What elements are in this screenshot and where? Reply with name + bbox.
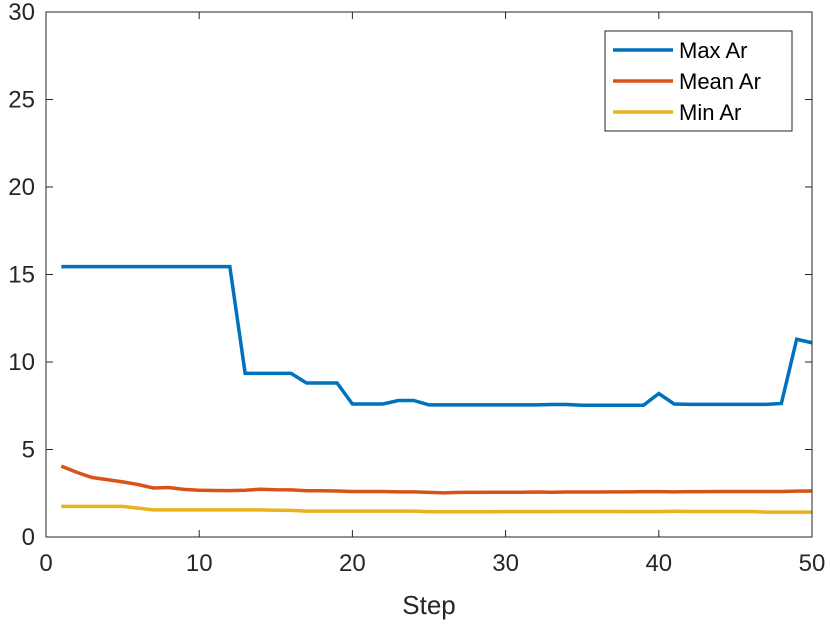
series-line-1 [61, 264, 813, 407]
legend: Max Ar Mean Ar Min Ar [604, 30, 793, 132]
y-tick-label: 0 [22, 524, 35, 551]
tick-labels: 0 10 20 30 40 50 0 5 10 15 20 25 30 [8, 0, 825, 577]
x-tick-label: 0 [39, 550, 52, 577]
y-tick-label: 20 [8, 174, 35, 201]
x-tick-label: 40 [645, 550, 672, 577]
y-tick-label: 15 [8, 262, 35, 289]
series-line-3 [61, 504, 812, 514]
axes [45, 11, 813, 538]
series-layer [60, 264, 813, 514]
x-axis-title: Step [402, 590, 456, 620]
y-tick-label: 5 [22, 437, 35, 464]
series-line-2 [60, 464, 813, 495]
x-tick-label: 50 [799, 550, 826, 577]
x-tick-label: 20 [339, 550, 366, 577]
y-tick-label: 30 [8, 0, 35, 26]
legend-label: Min Ar [679, 100, 741, 125]
x-tick-label: 30 [492, 550, 519, 577]
legend-label: Max Ar [679, 38, 747, 63]
y-tick-label: 10 [8, 349, 35, 376]
legend-label: Mean Ar [679, 69, 761, 94]
y-tick-label: 25 [8, 87, 35, 114]
x-tick-label: 10 [186, 550, 213, 577]
